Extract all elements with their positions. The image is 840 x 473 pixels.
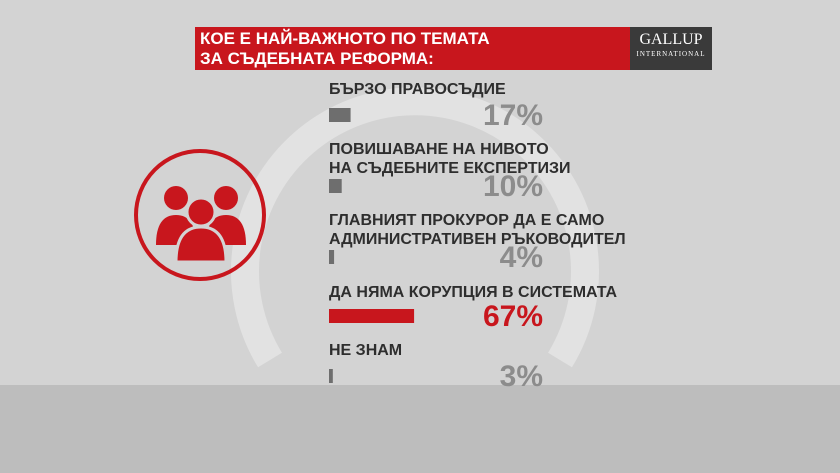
value-label: 67% <box>482 300 543 333</box>
bar <box>329 309 415 323</box>
chart-title: КОЕ Е НАЙ-ВАЖНОТО ПО ТЕМАТА ЗА СЪДЕБНАТА… <box>200 29 490 68</box>
value-label: 10% <box>482 170 543 203</box>
bar <box>329 369 333 383</box>
category-label: ПОВИШАВАНЕ НА НИВОТО НА СЪДЕБНИТЕ ЕКСПЕР… <box>329 141 571 177</box>
bar <box>329 250 335 264</box>
category-label: ДА НЯМА КОРУПЦИЯ В СИСТЕМАТА <box>329 284 618 301</box>
logo-subtitle: INTERNATIONAL <box>636 50 706 58</box>
category-label: НЕ ЗНАМ <box>329 342 403 359</box>
value-label: 17% <box>482 99 543 132</box>
category-label: ГЛАВНИЯТ ПРОКУРОР ДА Е САМО АДМИНИСТРАТИ… <box>329 212 626 248</box>
value-label: 4% <box>499 241 543 274</box>
ring <box>231 87 599 368</box>
logo: GALLUP <box>639 31 703 48</box>
bar <box>329 108 351 122</box>
icon-circle <box>134 149 266 281</box>
bar <box>329 179 342 193</box>
value-label: 3% <box>499 360 543 393</box>
floor <box>0 385 840 473</box>
category-label: БЪРЗО ПРАВОСЪДИЕ <box>329 81 506 98</box>
logo-box <box>630 27 712 70</box>
people-icon <box>156 186 246 264</box>
title-box <box>195 27 630 70</box>
